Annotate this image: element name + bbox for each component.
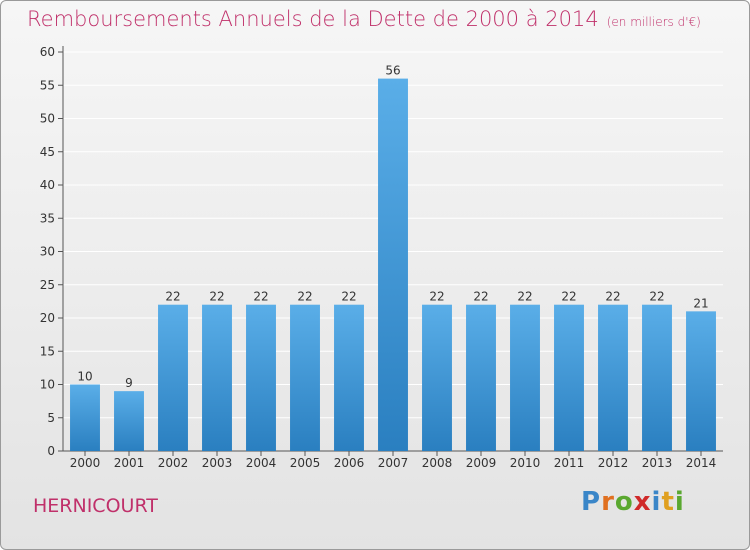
x-tick-label: 2013 xyxy=(642,456,673,470)
bar xyxy=(70,384,100,451)
bar-value-label: 9 xyxy=(125,376,133,390)
x-tick-label: 2000 xyxy=(70,456,101,470)
y-tick-label: 40 xyxy=(40,178,55,192)
y-tick-label: 15 xyxy=(40,344,55,358)
bar-value-label: 56 xyxy=(385,64,400,78)
y-tick-label: 25 xyxy=(40,278,55,292)
bar-value-label: 22 xyxy=(473,290,488,304)
x-tick-label: 2005 xyxy=(290,456,321,470)
bar xyxy=(202,304,232,451)
y-tick-label: 35 xyxy=(40,211,55,225)
x-tick-label: 2006 xyxy=(334,456,365,470)
bar-value-label: 22 xyxy=(341,290,356,304)
x-tick-label: 2011 xyxy=(554,456,585,470)
y-tick-label: 0 xyxy=(47,444,55,458)
x-tick-label: 2014 xyxy=(686,456,717,470)
bar-value-label: 22 xyxy=(649,290,664,304)
bar xyxy=(290,304,320,451)
y-tick-label: 50 xyxy=(40,112,55,126)
bar-value-label: 22 xyxy=(517,290,532,304)
y-tick-label: 10 xyxy=(40,378,55,392)
x-tick-label: 2003 xyxy=(202,456,233,470)
bar xyxy=(510,304,540,451)
x-tick-label: 2009 xyxy=(466,456,497,470)
bar-value-label: 10 xyxy=(77,370,92,384)
bar-value-label: 22 xyxy=(165,290,180,304)
bar xyxy=(466,304,496,451)
bar xyxy=(246,304,276,451)
bar xyxy=(378,78,408,451)
x-tick-label: 2004 xyxy=(246,456,277,470)
commune-name: HERNICOURT xyxy=(33,495,158,517)
chart-title-text: Remboursements Annuels de la Dette de 20… xyxy=(27,7,599,31)
x-tick-label: 2012 xyxy=(598,456,629,470)
bar xyxy=(114,391,144,451)
bar xyxy=(686,311,716,451)
y-tick-label: 5 xyxy=(47,411,55,425)
bar xyxy=(642,304,672,451)
bar-value-label: 22 xyxy=(253,290,268,304)
bar xyxy=(422,304,452,451)
bar xyxy=(598,304,628,451)
chart-title: Remboursements Annuels de la Dette de 20… xyxy=(27,7,701,31)
x-tick-label: 2002 xyxy=(158,456,189,470)
bar-value-label: 22 xyxy=(429,290,444,304)
bar xyxy=(158,304,188,451)
y-tick-label: 55 xyxy=(40,78,55,92)
y-tick-label: 45 xyxy=(40,145,55,159)
x-tick-label: 2010 xyxy=(510,456,541,470)
bar-value-label: 22 xyxy=(605,290,620,304)
y-tick-label: 60 xyxy=(40,45,55,59)
y-tick-label: 20 xyxy=(40,311,55,325)
x-tick-label: 2001 xyxy=(114,456,145,470)
bar-value-label: 22 xyxy=(297,290,312,304)
x-tick-label: 2007 xyxy=(378,456,409,470)
chart-unit: (en milliers d'€) xyxy=(606,15,701,29)
x-tick-label: 2008 xyxy=(422,456,453,470)
bar xyxy=(554,304,584,451)
bar-value-label: 21 xyxy=(693,296,708,310)
brand-logo: Proxiti xyxy=(581,487,685,517)
bar-value-label: 22 xyxy=(209,290,224,304)
y-tick-label: 30 xyxy=(40,245,55,259)
bar xyxy=(334,304,364,451)
bar-value-label: 22 xyxy=(561,290,576,304)
